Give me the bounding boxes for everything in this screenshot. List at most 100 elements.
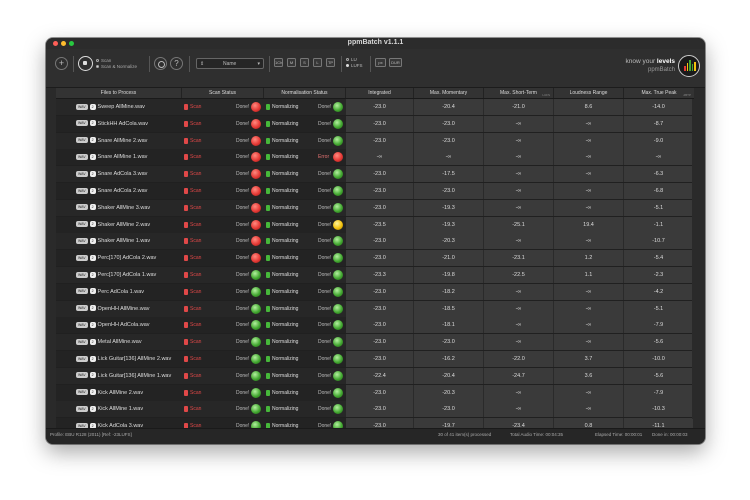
max-short-term-value: -∞ bbox=[484, 317, 554, 334]
integrated-value: -23.0 bbox=[346, 334, 414, 351]
unit-label: LUFS bbox=[542, 93, 550, 97]
header-max-true-peak[interactable]: Max. True Peak dBTP bbox=[641, 90, 691, 97]
table-row[interactable]: WAV 2 OpenHH AllMine.wav Scan Done! Normalizi… bbox=[56, 300, 694, 317]
true-peak-button[interactable]: TP bbox=[326, 58, 335, 67]
px-button[interactable]: px bbox=[375, 58, 386, 67]
table-row[interactable]: WAV 2 Perc[170] AdCola 1.wav Scan Done! Norma… bbox=[56, 267, 694, 283]
file-name: Snare AllMine 2.wav bbox=[97, 137, 148, 144]
close-window-button[interactable] bbox=[53, 41, 58, 46]
zoom-window-button[interactable] bbox=[69, 41, 74, 46]
table-row[interactable]: WAV 2 Lick Guitar[136] AllMine 2.wav Scan Do… bbox=[56, 351, 694, 367]
max-true-peak-value: -10.3 bbox=[624, 401, 694, 418]
file-name: OpenHH AllMine.wav bbox=[97, 305, 150, 312]
scrollbar[interactable] bbox=[692, 99, 695, 419]
table-row[interactable]: WAV 2 Kick AdCola 3.wav Scan Done! Normalizin… bbox=[56, 418, 694, 428]
table-row[interactable]: WAV 2 OpenHH AdCola.wav Scan Done! Normalizin… bbox=[56, 317, 694, 334]
normalize-label: Normalizing bbox=[272, 255, 299, 262]
scan-result: Done! bbox=[236, 372, 250, 379]
table-row[interactable]: WAV 2 Perc[170] AdCola 2.wav Scan Done! Norma… bbox=[56, 250, 694, 267]
max-momentary-value: -18.5 bbox=[414, 300, 484, 317]
max-true-peak-value: -8.7 bbox=[624, 115, 694, 132]
help-button[interactable]: ? bbox=[170, 57, 183, 70]
normalize-status-led bbox=[333, 337, 343, 348]
duration-button[interactable]: DUR bbox=[389, 58, 402, 67]
scan-status-led bbox=[251, 421, 261, 428]
radio-selected-icon bbox=[346, 64, 349, 67]
channel-badge: 2 bbox=[89, 137, 96, 144]
file-name: Sweep AllMine.wav bbox=[97, 104, 145, 110]
max-momentary-value: -23.0 bbox=[414, 334, 484, 351]
normalize-status-led bbox=[333, 387, 343, 398]
table-row[interactable]: WAV 2 Snare AllMine 2.wav Scan Done! Normaliz… bbox=[56, 132, 694, 149]
brand-text: know your levels ppmBatch bbox=[625, 58, 675, 73]
integrated-value: -23.0 bbox=[346, 115, 414, 132]
header-scan-status[interactable]: Scan Status bbox=[182, 88, 264, 98]
scan-label: Scan bbox=[190, 221, 202, 228]
table-row[interactable]: WAV 2 Sweep AllMine.wav Scan Done! Normalizin… bbox=[56, 99, 694, 115]
channel-badge: 2 bbox=[89, 355, 96, 362]
max-true-peak-value: -11.1 bbox=[624, 418, 694, 428]
scan-result: Done! bbox=[236, 120, 250, 127]
normalize-result: Done! bbox=[318, 204, 332, 211]
scan-result: Done! bbox=[236, 188, 250, 194]
normalize-icon bbox=[266, 154, 270, 161]
momentary-button[interactable]: M bbox=[287, 58, 296, 67]
header-normalisation-status[interactable]: Normalisation Status bbox=[264, 88, 346, 98]
file-name: Kick AllMine 1.wav bbox=[97, 406, 144, 413]
table-row[interactable]: WAV 2 Kick AllMine 1.wav Scan Done! Normalizi… bbox=[56, 401, 694, 418]
loudness-range-value: -∞ bbox=[554, 300, 624, 317]
table-row[interactable]: WAV 2 Lick Guitar[136] AllMine 1.wav Scan Do… bbox=[56, 367, 694, 384]
table-row[interactable]: WAV 2 StickHH AdCola.wav Scan Done! Normalizi… bbox=[56, 115, 694, 132]
settings-button[interactable] bbox=[154, 57, 167, 70]
file-type-badge: WAV bbox=[76, 338, 88, 345]
table-row[interactable]: WAV 2 Shaker AllMine 2.wav Scan Done! Normali… bbox=[56, 216, 694, 233]
radio-icon bbox=[96, 59, 99, 63]
scan-icon bbox=[184, 339, 188, 346]
table-row[interactable]: WAV 2 Shaker AllMine 1.wav Scan Done! Normali… bbox=[56, 233, 694, 250]
scan-status-led bbox=[251, 270, 261, 280]
scan-result: Done! bbox=[236, 154, 250, 161]
loudness-range-button[interactable]: L bbox=[313, 58, 322, 67]
file-cell: WAV 2 Lick Guitar[136] AllMine 1.wav bbox=[76, 368, 180, 384]
minimize-window-button[interactable] bbox=[61, 41, 66, 46]
table-row[interactable]: WAV 2 Perc AdCola 1.wav Scan Done! Normalizin… bbox=[56, 283, 694, 300]
scan-icon bbox=[184, 221, 188, 228]
add-files-button[interactable]: + bbox=[55, 57, 68, 70]
normalize-icon bbox=[266, 104, 270, 110]
channel-button[interactable]: 1Ch bbox=[274, 58, 283, 67]
file-type-badge: WAV bbox=[76, 305, 88, 312]
integrated-value: -23.0 bbox=[346, 300, 414, 317]
loudness-range-value: 0.8 bbox=[554, 418, 624, 428]
normalize-label: Normalizing bbox=[272, 104, 299, 110]
preset-select[interactable]: ⇕ Name ▾ bbox=[196, 58, 264, 69]
scan-result: Done! bbox=[236, 104, 250, 110]
table-row[interactable]: WAV 2 Shaker AllMine 3.wav Scan Done! Normali… bbox=[56, 199, 694, 216]
header-loudness-range[interactable]: Loudness Range bbox=[554, 88, 624, 98]
max-momentary-value: -17.5 bbox=[414, 166, 484, 183]
total-audio-time: Total Audio Time: 00:04:35 bbox=[510, 432, 564, 437]
table-row[interactable]: WAV 2 Snare AdCola 3.wav Scan Done! Normalizi… bbox=[56, 166, 694, 183]
header-max-short-term[interactable]: Max. Short-Term LUFS bbox=[484, 88, 554, 98]
loudness-range-value: 1.1 bbox=[554, 267, 624, 283]
max-momentary-value: -∞ bbox=[414, 149, 484, 166]
scan-label: Scan bbox=[190, 389, 202, 396]
unit-radio[interactable]: LU LUFS bbox=[346, 57, 363, 69]
header-integrated[interactable]: Integrated bbox=[346, 88, 414, 98]
record-button[interactable] bbox=[78, 56, 93, 71]
scan-status-led bbox=[251, 320, 261, 331]
table-row[interactable]: WAV 2 Kick AllMine 2.wav Scan Done! Normalizi… bbox=[56, 384, 694, 401]
integrated-value: -23.0 bbox=[346, 283, 414, 300]
max-short-term-value: -24.7 bbox=[484, 367, 554, 384]
normalize-icon bbox=[266, 423, 270, 428]
table-row[interactable]: WAV 2 Metal AllMine.wav Scan Done! Normalizin… bbox=[56, 334, 694, 351]
short-term-button[interactable]: S bbox=[300, 58, 309, 67]
logo-bar bbox=[691, 64, 694, 71]
normalize-label: Normalizing bbox=[272, 288, 299, 295]
header-files[interactable]: Files to Process bbox=[56, 88, 182, 98]
header-max-momentary[interactable]: Max. Momentary bbox=[414, 88, 484, 98]
table-row[interactable]: WAV 2 Snare AdCola 2.wav Scan Done! Normalizi… bbox=[56, 183, 694, 199]
max-momentary-value: -23.0 bbox=[414, 132, 484, 149]
table-row[interactable]: WAV 2 Snare AllMine 1.wav Scan Done! Normaliz… bbox=[56, 149, 694, 166]
scan-mode-radio[interactable]: Scan Scan & Normalize bbox=[96, 58, 137, 69]
file-cell: WAV 2 Shaker AllMine 3.wav bbox=[76, 200, 180, 216]
